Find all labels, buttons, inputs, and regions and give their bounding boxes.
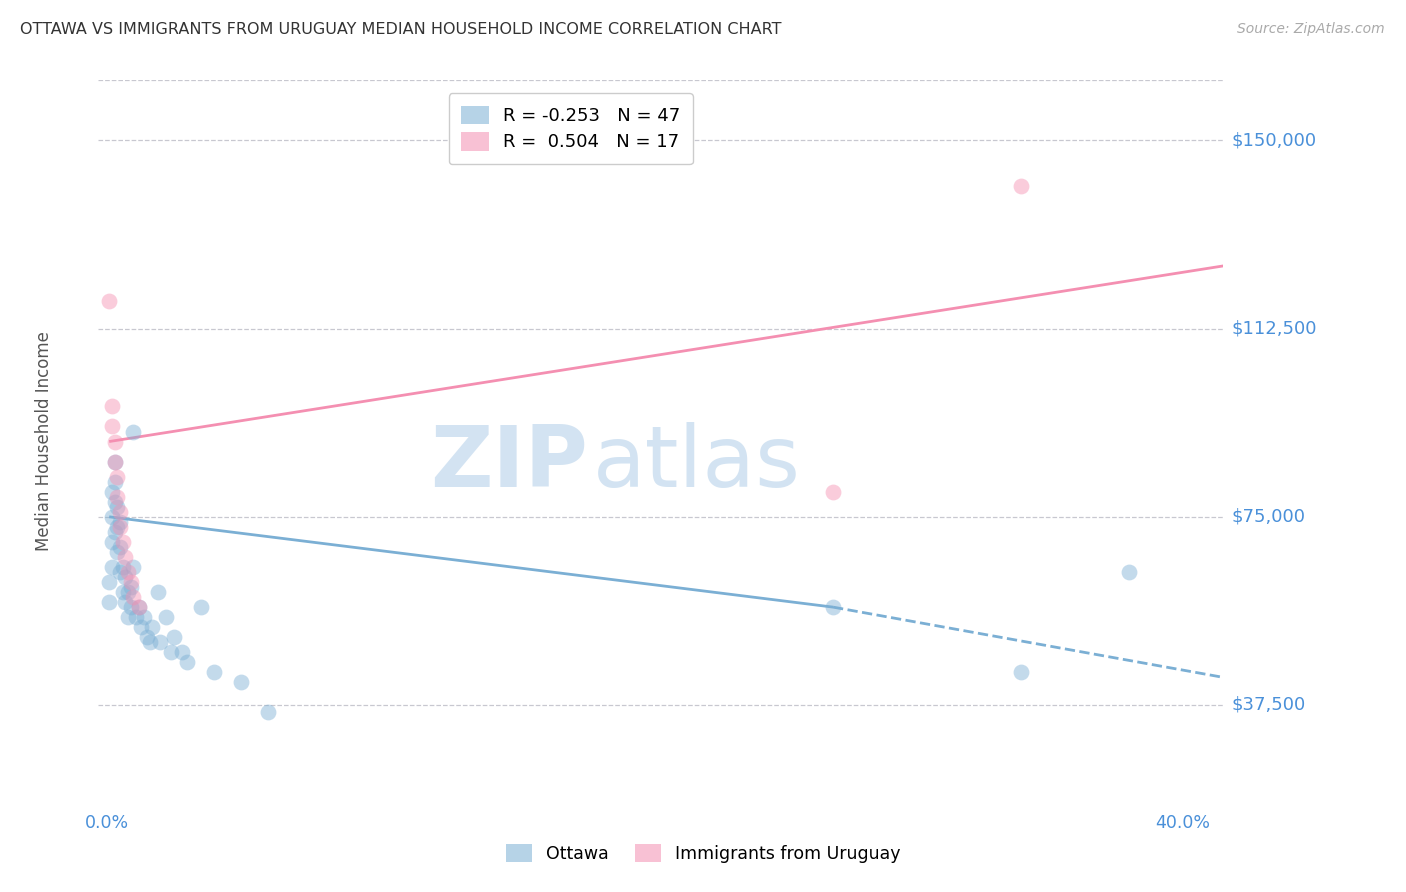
Point: [108, 505, 131, 519]
Point: [135, 630, 157, 644]
Point: [149, 635, 172, 649]
Point: [120, 574, 142, 589]
Point: [105, 520, 128, 534]
Point: [122, 590, 145, 604]
Point: [117, 565, 139, 579]
Text: $112,500: $112,500: [1232, 319, 1317, 338]
Point: [101, 484, 124, 499]
Text: atlas: atlas: [593, 422, 801, 505]
Point: [120, 580, 142, 594]
Point: [1010, 665, 1032, 680]
Text: $150,000: $150,000: [1232, 131, 1316, 150]
Point: [160, 645, 183, 659]
Text: ZIP: ZIP: [430, 422, 588, 505]
Text: $75,000: $75,000: [1232, 508, 1305, 525]
Point: [111, 534, 134, 549]
Point: [108, 565, 131, 579]
Legend: R = -0.253   N = 47, R =  0.504   N = 17: R = -0.253 N = 47, R = 0.504 N = 17: [449, 93, 693, 164]
Point: [105, 469, 128, 483]
Point: [101, 534, 124, 549]
Point: [821, 600, 844, 615]
Point: [146, 585, 169, 599]
Point: [101, 560, 124, 574]
Point: [120, 600, 142, 615]
Point: [111, 560, 134, 574]
Point: [122, 425, 145, 439]
Point: [176, 655, 198, 669]
Point: [128, 600, 150, 615]
Point: [138, 635, 160, 649]
Point: [111, 585, 134, 599]
Point: [202, 665, 225, 680]
Text: $37,500: $37,500: [1232, 696, 1306, 714]
Point: [155, 610, 177, 624]
Point: [131, 620, 153, 634]
Point: [114, 595, 136, 609]
Point: [101, 509, 124, 524]
Point: [108, 540, 131, 554]
Point: [114, 570, 136, 584]
Legend: Ottawa, Immigrants from Uruguay: Ottawa, Immigrants from Uruguay: [499, 838, 907, 870]
Point: [229, 675, 252, 690]
Point: [125, 610, 148, 624]
Point: [134, 610, 156, 624]
Point: [103, 524, 125, 539]
Point: [141, 620, 163, 634]
Point: [105, 545, 128, 559]
Point: [103, 434, 125, 449]
Point: [163, 630, 186, 644]
Point: [821, 484, 844, 499]
Point: [98, 595, 121, 609]
Point: [103, 454, 125, 468]
Text: Source: ZipAtlas.com: Source: ZipAtlas.com: [1237, 22, 1385, 37]
Point: [1118, 565, 1140, 579]
Point: [117, 585, 139, 599]
Text: Median Household Income: Median Household Income: [35, 332, 53, 551]
Point: [98, 293, 121, 308]
Point: [103, 475, 125, 489]
Text: OTTAWA VS IMMIGRANTS FROM URUGUAY MEDIAN HOUSEHOLD INCOME CORRELATION CHART: OTTAWA VS IMMIGRANTS FROM URUGUAY MEDIAN…: [20, 22, 782, 37]
Point: [170, 645, 193, 659]
Point: [101, 419, 124, 434]
Point: [117, 610, 139, 624]
Point: [108, 520, 131, 534]
Point: [1010, 178, 1032, 193]
Point: [114, 549, 136, 564]
Point: [257, 706, 280, 720]
Point: [105, 490, 128, 504]
Point: [103, 454, 125, 468]
Point: [108, 515, 131, 529]
Point: [128, 600, 150, 615]
Point: [122, 560, 145, 574]
Point: [103, 494, 125, 508]
Point: [98, 574, 121, 589]
Point: [101, 400, 124, 414]
Point: [105, 500, 128, 514]
Point: [190, 600, 212, 615]
